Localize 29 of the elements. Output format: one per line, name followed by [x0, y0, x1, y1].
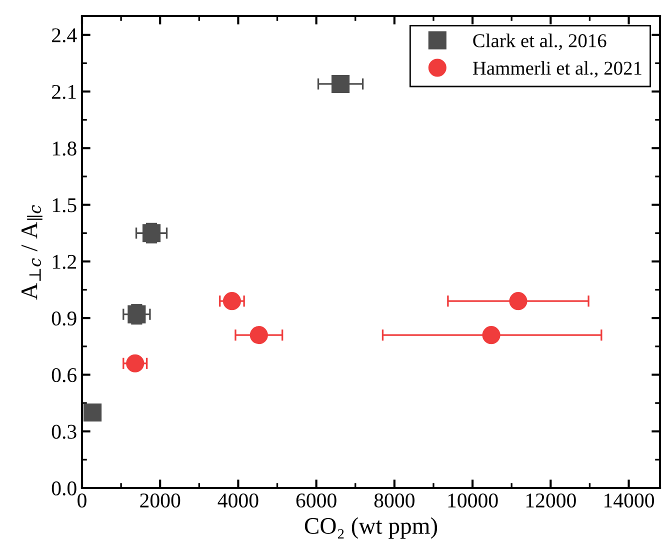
y-tick-label: 0.9: [52, 311, 76, 326]
y-tick-label: 1.8: [52, 142, 76, 156]
x-tick-label: 14000: [604, 493, 654, 508]
y-tick-label: 0.3: [52, 424, 76, 439]
x-tick-label: 4000: [218, 493, 258, 508]
point: [84, 403, 102, 422]
point: [332, 74, 350, 93]
x-tick-label: 8000: [374, 493, 414, 508]
x-tick-label: 12000: [526, 493, 576, 508]
x-tick-label: 6000: [296, 493, 336, 508]
x-tick-label: 2000: [140, 493, 180, 508]
legend-label: Clark et al., 2016: [473, 34, 606, 50]
y-tick-label: 2.4: [52, 28, 77, 42]
point: [250, 326, 268, 344]
point: [482, 326, 500, 344]
x-axis-title: CO₂ (wt ppm): [304, 517, 438, 539]
y-tick-label: 0.6: [52, 368, 77, 382]
x-tick-label: 0: [78, 493, 86, 508]
point: [509, 292, 528, 310]
y-tick-label: 0.0: [52, 481, 76, 496]
y-tick-label: 2.1: [52, 84, 76, 100]
point: [142, 224, 161, 242]
legend-label: Hammerli et al., 2021: [472, 61, 642, 78]
y-axis-title: A$_{⊥c}$ / A$_{∥c}$: [22, 205, 42, 300]
y-tick-label: 1.5: [52, 198, 76, 212]
point: [126, 354, 144, 372]
y-tick-label: 1.2: [52, 254, 76, 269]
x-tick-label: 10000: [448, 493, 498, 508]
point: [222, 292, 241, 310]
